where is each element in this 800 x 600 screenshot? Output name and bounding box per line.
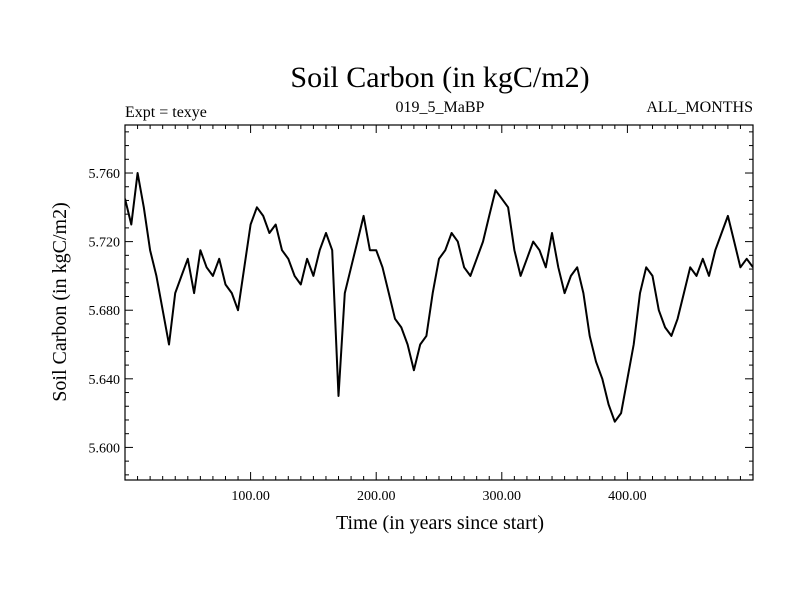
y-tick-label: 5.760 [89, 167, 121, 182]
y-tick-label: 5.640 [89, 373, 121, 388]
axis-ticks [125, 125, 753, 480]
series-line-0 [125, 172, 753, 423]
y-tick-label: 5.720 [89, 236, 121, 251]
x-tick-label: 400.00 [608, 489, 647, 504]
plot-area [125, 172, 753, 423]
x-tick-label: 300.00 [483, 489, 522, 504]
x-tick-label: 200.00 [357, 489, 396, 504]
plot-frame [124, 124, 754, 481]
y-axis-label: Soil Carbon (in kgC/m2) [49, 202, 71, 401]
y-tick-label: 5.680 [89, 304, 121, 319]
x-axis-label: Time (in years since start) [336, 512, 544, 534]
months-label: ALL_MONTHS [646, 99, 753, 116]
tick-labels: 100.00 200.00 300.00 400.00 5.600 5.640 5.680 5… [89, 167, 647, 504]
y-tick-label: 5.600 [89, 441, 121, 456]
chart-title: Soil Carbon (in kgC/m2) [290, 61, 589, 94]
x-tick-label: 100.00 [231, 489, 270, 504]
experiment-label: Expt = texye [125, 104, 207, 121]
period-label: 019_5_MaBP [396, 99, 485, 116]
